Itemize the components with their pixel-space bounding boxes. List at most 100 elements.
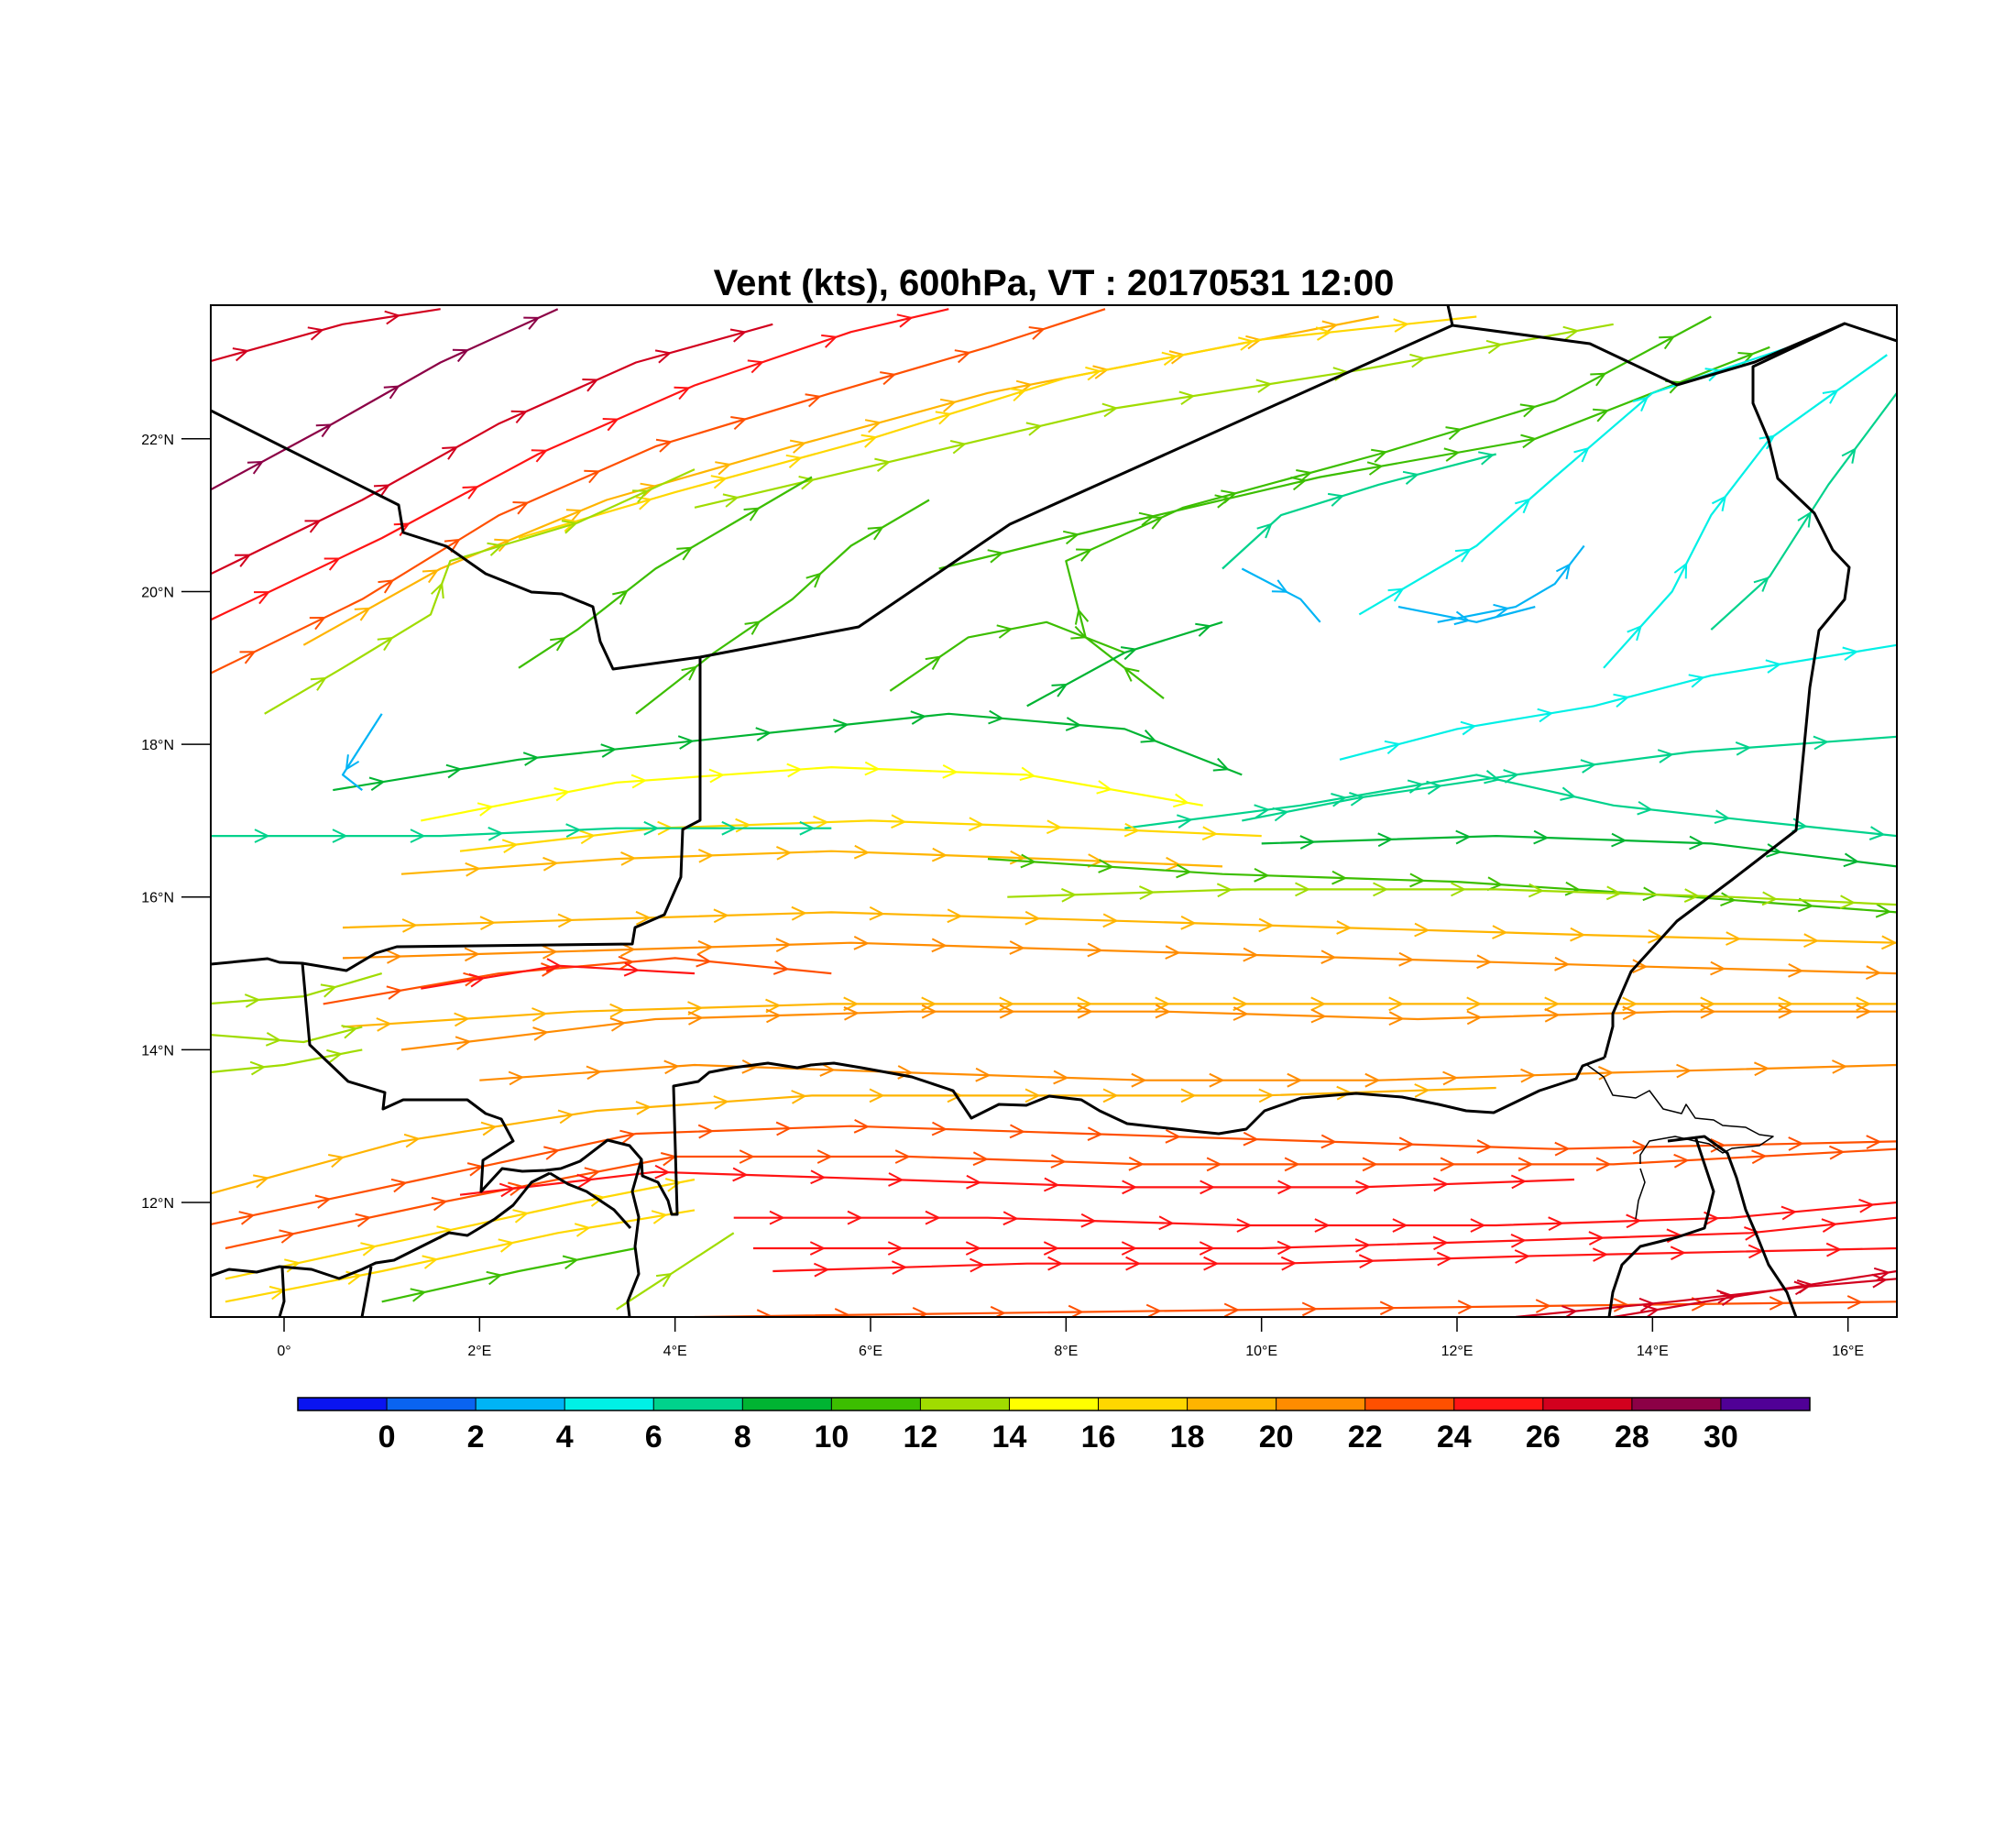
streamline-arrow (1138, 885, 1154, 900)
x-axis-ticks: 0° 2°E 4°E 6°E 8°E 10°E 12°E 14°E 16°E (277, 1317, 1864, 1359)
streamline-arrow (1320, 949, 1336, 965)
streamline-arrow (1296, 469, 1311, 484)
streamline-arrow (999, 996, 1014, 1012)
streamline-arrow (1223, 1302, 1239, 1317)
colorbar-segment (387, 1398, 477, 1410)
streamline-arrow (987, 549, 1003, 564)
streamline-arrow (810, 1169, 826, 1185)
streamline-arrow (1140, 730, 1156, 743)
streamline-arrow (1676, 1063, 1691, 1079)
y-tick-label: 14°N (141, 1043, 174, 1059)
streamline-arrow (769, 1210, 784, 1225)
streamline-arrow (1613, 1298, 1628, 1312)
colorbar-segment (1631, 1398, 1722, 1410)
streamline-arrow (715, 461, 731, 476)
streamline-arrow (464, 947, 479, 962)
colorbar-segment (1009, 1398, 1100, 1410)
streamline-arrow (1123, 667, 1140, 682)
streamline-arrow (584, 469, 600, 484)
streamline-arrow (565, 509, 582, 522)
streamline-arrow (949, 440, 966, 455)
streamline-arrow (996, 624, 1013, 639)
streamline-arrow (1195, 622, 1211, 637)
streamline-arrow (1025, 422, 1042, 436)
streamline-arrow (1761, 891, 1777, 906)
streamline-arrow (284, 1258, 300, 1273)
streamline-arrow (1206, 1157, 1222, 1172)
streamline (211, 323, 773, 576)
streamline (1397, 606, 1536, 623)
streamline-arrow (1098, 859, 1113, 873)
streamline-arrow (1407, 779, 1423, 794)
streamline-arrow (328, 1154, 344, 1169)
streamline-arrow (1470, 1218, 1485, 1233)
streamline-arrow (921, 1004, 937, 1019)
border-nigeria-cameroon (1667, 1135, 1798, 1317)
streamline-arrow (791, 906, 806, 921)
border-niger-mali (211, 657, 702, 972)
streamline-arrow (1180, 1088, 1196, 1103)
streamline-arrow (1003, 1211, 1018, 1226)
streamline-arrow (697, 939, 713, 955)
streamline-arrow (1673, 563, 1688, 579)
streamline-arrow (1797, 511, 1812, 528)
streamline-arrow (805, 393, 821, 408)
streamline-arrow (1331, 793, 1346, 807)
streamline-arrow (1829, 1145, 1845, 1160)
streamline-arrow (713, 908, 729, 924)
streamline-arrow (635, 1101, 651, 1115)
streamline-arrow (798, 476, 815, 490)
streamline-arrow (444, 539, 460, 554)
streamline-arrow (1720, 892, 1736, 907)
streamline-arrow (1593, 408, 1609, 423)
streamline-arrow (1020, 853, 1035, 869)
streamline-arrow (1384, 740, 1400, 755)
streamline-arrow (377, 637, 393, 652)
streamline-arrow (1155, 996, 1170, 1012)
streamline-arrow (1255, 379, 1272, 393)
streamline-arrow (1753, 576, 1769, 592)
streamline-arrow (1371, 448, 1386, 463)
streamline-arrow (1327, 492, 1343, 507)
streamline-arrow (309, 617, 325, 631)
streamline-arrow (1051, 684, 1068, 697)
streamline-arrow (1454, 548, 1471, 563)
streamline-arrow (931, 938, 947, 953)
streamline-arrow (1043, 1241, 1058, 1256)
streamline-arrow (1138, 511, 1155, 526)
x-tick-label: 10°E (1245, 1344, 1277, 1359)
streamline-arrow (966, 1174, 981, 1190)
plot-frame (210, 304, 1898, 1318)
streamline-arrow (1517, 1157, 1533, 1172)
x-tick-label: 0° (277, 1344, 290, 1359)
streamline-arrow (1409, 353, 1425, 368)
streamline (1222, 453, 1496, 570)
streamline-arrow (732, 1167, 748, 1182)
streamline-arrow (523, 316, 540, 330)
streamline-arrow (1123, 822, 1139, 838)
streamline-arrow (1632, 396, 1649, 412)
streamline-arrow (935, 411, 951, 425)
streamline-arrow (623, 961, 639, 977)
streamline-arrow (488, 826, 503, 841)
streamline (1007, 888, 1897, 906)
streamline-arrow (545, 958, 561, 972)
streamline (1261, 835, 1897, 868)
streamline-arrow (1398, 951, 1414, 967)
streamline-arrow (1145, 1303, 1161, 1317)
streamline-arrow (1868, 826, 1885, 840)
streamline-arrow (681, 665, 697, 681)
streamline-arrow (1592, 1247, 1607, 1262)
streamline-arrow (1314, 1218, 1330, 1233)
streamline-arrow (354, 607, 370, 621)
streamline-arrow (874, 457, 890, 472)
streamline-arrow (1442, 1070, 1458, 1086)
streamline-arrow (1336, 920, 1352, 935)
streamline-arrow (632, 489, 649, 503)
streamline-arrow (486, 1270, 502, 1286)
streamline-arrow (1284, 1157, 1299, 1172)
streamline-arrow (1842, 646, 1857, 662)
colorbar-segment (1453, 1398, 1544, 1410)
streamline (459, 819, 1262, 852)
streamline-arrow (1503, 769, 1518, 784)
